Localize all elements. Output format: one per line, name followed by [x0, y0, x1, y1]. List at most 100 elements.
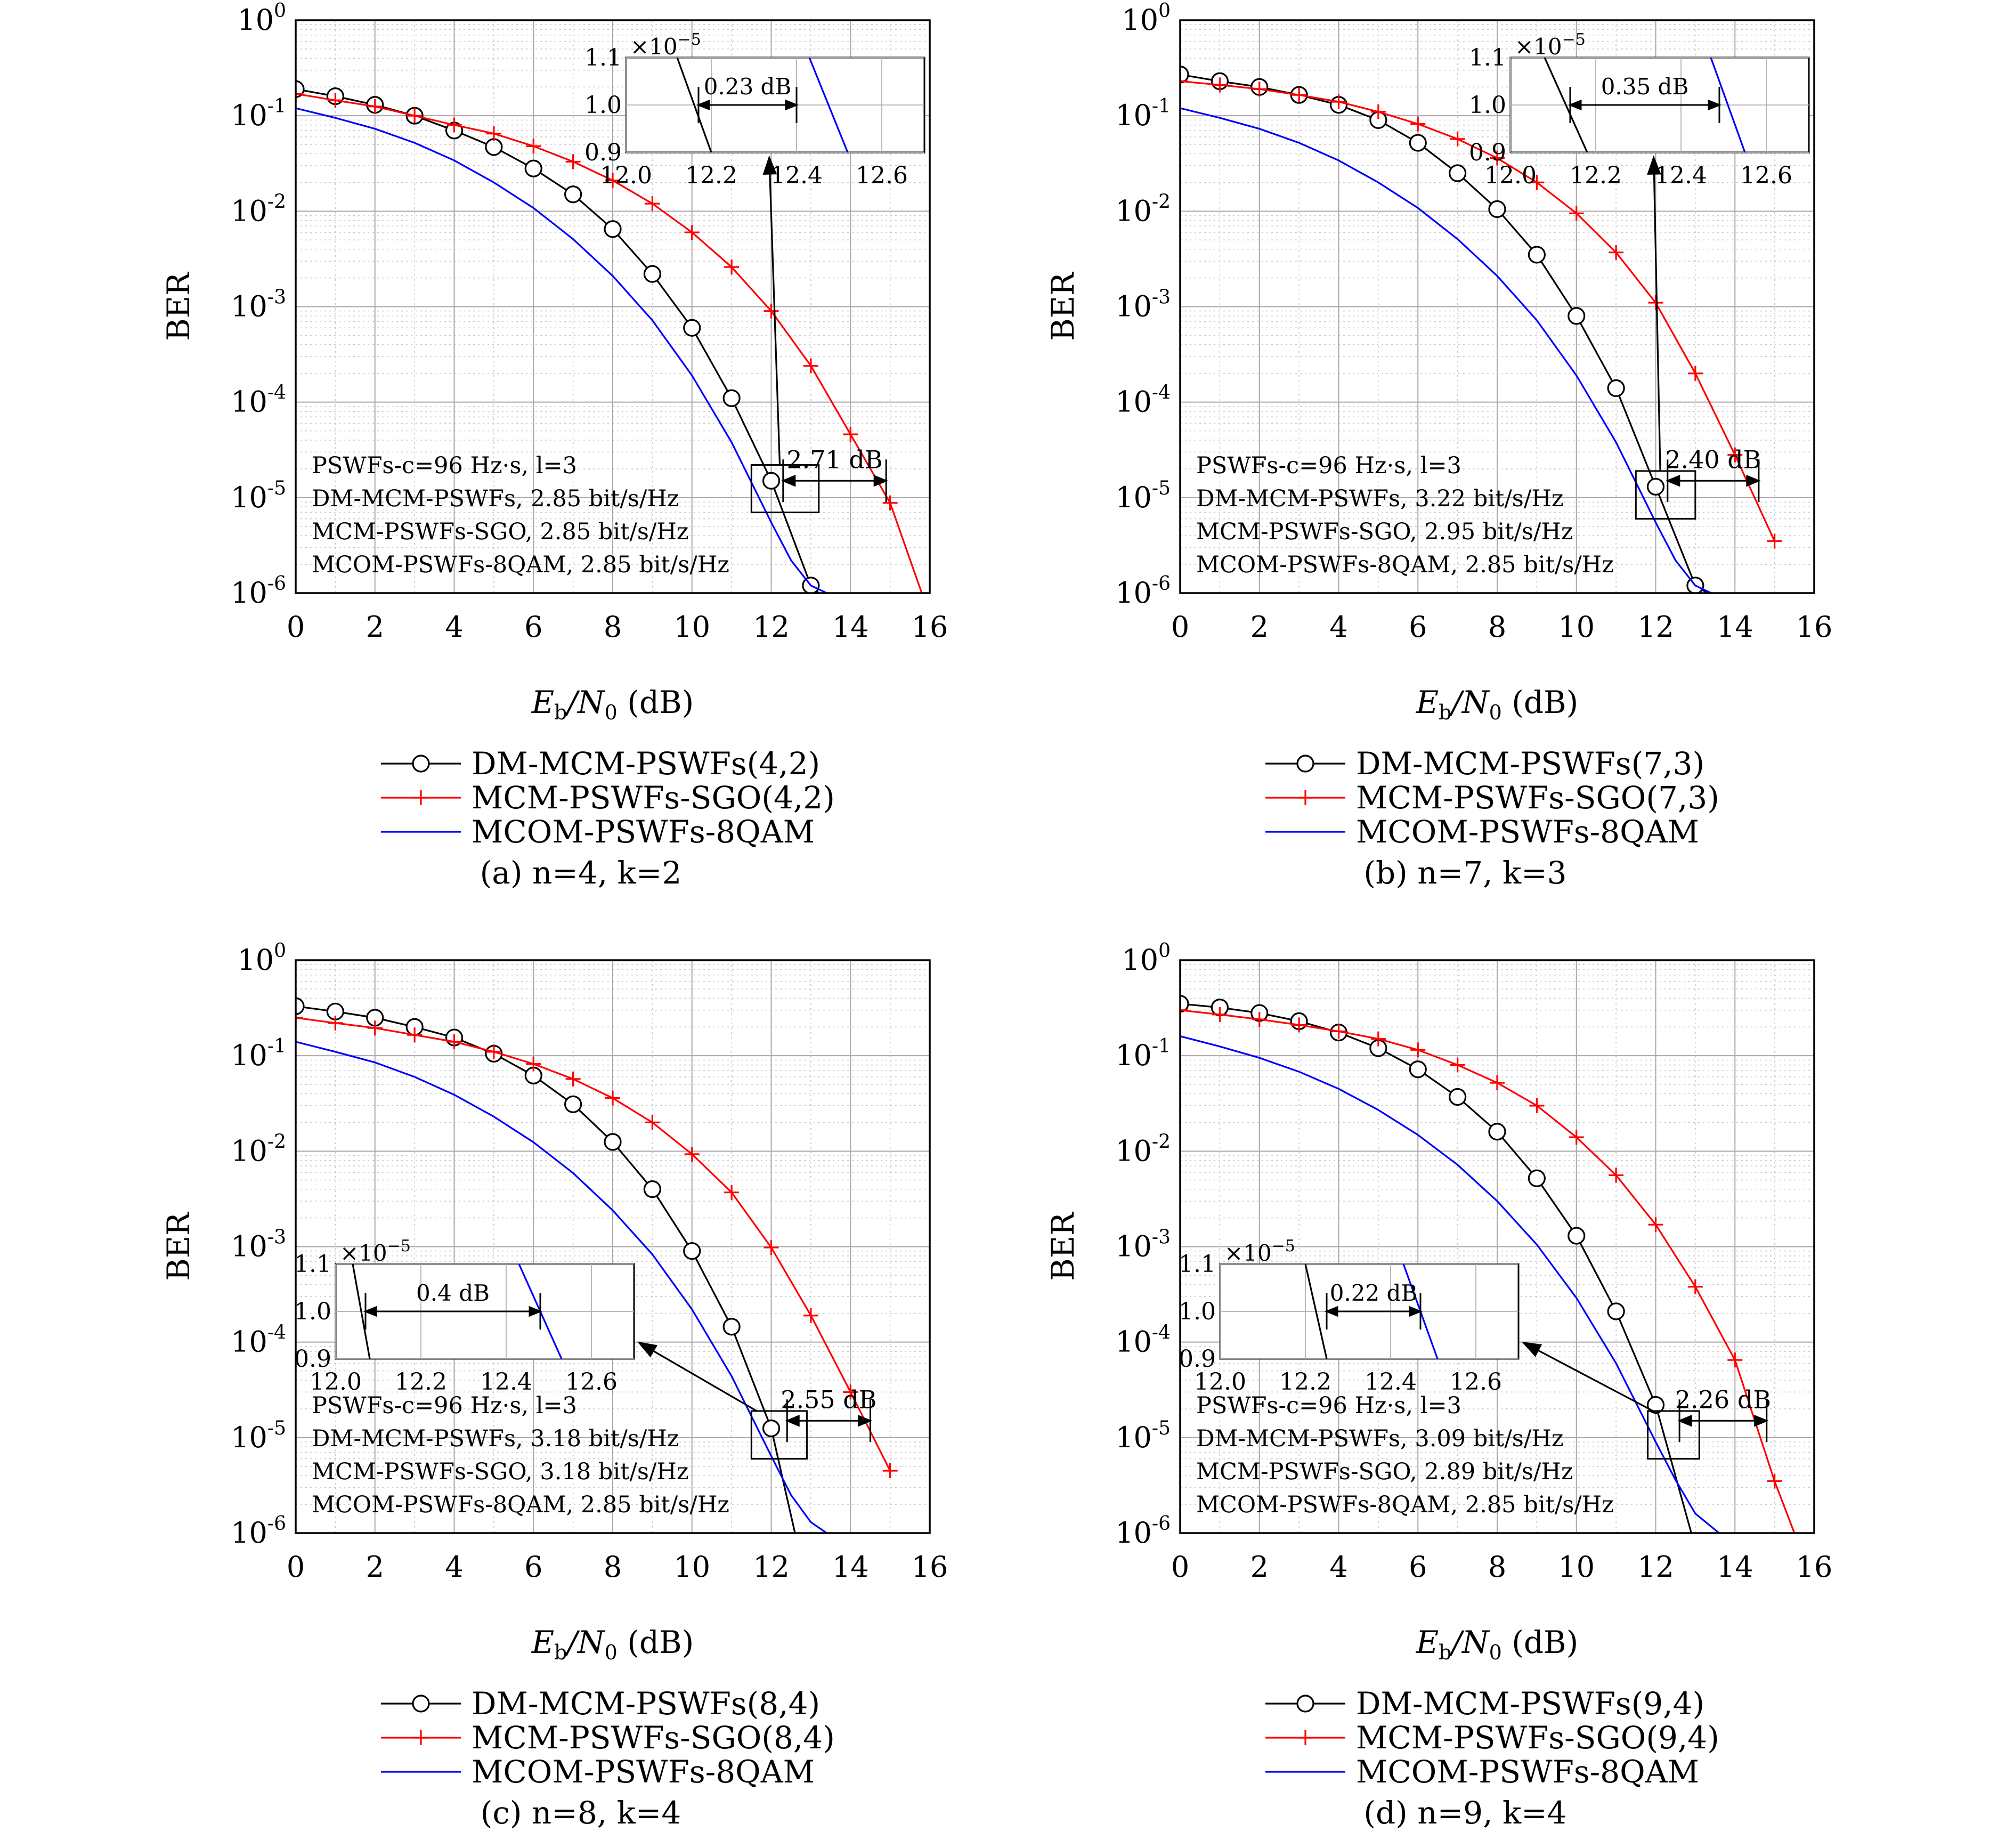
y-tick-base: 10 [1115, 1421, 1152, 1454]
plot-area [1180, 66, 1782, 593]
plot-frame [1179, 959, 1815, 1534]
data-point [724, 260, 740, 275]
y-tick-base: 10 [1115, 1325, 1152, 1359]
inset-exponent-power: −5 [1272, 1237, 1295, 1255]
plot-frame [295, 959, 931, 1534]
y-tick-label: 10-2 [231, 191, 286, 228]
annotation-line: MCM-PSWFs-SGO, 2.89 bit/s/Hz [1196, 1458, 1573, 1485]
annotation-line: MCOM-PSWFs-8QAM, 2.85 bit/s/Hz [1196, 1492, 1614, 1518]
data-point [1528, 1169, 1546, 1187]
y-tick-base: 10 [231, 385, 267, 419]
legend-label: MCM-PSWFs-SGO(4,2) [472, 780, 835, 816]
inset-exponent: ×10−5 [630, 30, 701, 60]
x-label-symbol: E [531, 1624, 554, 1660]
y-tick-label: 10-1 [231, 95, 286, 132]
data-point [1490, 150, 1505, 166]
x-tick-label: 6 [524, 1550, 542, 1584]
y-tick-base: 10 [1115, 194, 1152, 228]
data-point [1450, 1057, 1465, 1073]
y-tick-exponent: -6 [1152, 1513, 1171, 1535]
legend-marker [1296, 1695, 1314, 1713]
pointer-arrow-head [1647, 155, 1661, 175]
y-tick-label: 10-4 [231, 382, 286, 419]
x-tick-label: 0 [287, 610, 305, 644]
y-tick-base: 10 [231, 1039, 267, 1072]
inset-x-tick-label: 12.2 [1570, 162, 1622, 189]
x-tick-label: 6 [1409, 1550, 1427, 1584]
y-tick-base: 10 [231, 1230, 267, 1263]
inset-exponent: ×10−5 [1515, 30, 1586, 60]
data-point [1767, 533, 1782, 549]
gap-arrow [781, 459, 889, 502]
x-label-symbol: E [1416, 1624, 1439, 1660]
inset-y-tick-label: 1.1 [294, 1251, 331, 1278]
y-tick-label: 10-6 [231, 573, 286, 610]
data-point [684, 1146, 700, 1162]
x-tick-label: 8 [604, 1550, 622, 1584]
data-point [1607, 1302, 1625, 1320]
x-tick-label: 4 [445, 1550, 463, 1584]
x-tick-label: 12 [1637, 1550, 1674, 1584]
pointer-arrow [1521, 1341, 1654, 1412]
y-tick-label: 100 [237, 0, 286, 37]
inset-x-tick-label: 12.0 [310, 1368, 362, 1396]
data-point [526, 139, 541, 154]
data-point [1292, 87, 1307, 103]
x-label-symbol: /N [564, 684, 606, 720]
inset-y-tick-label: 0.9 [1179, 1346, 1216, 1373]
legend-item: MCOM-PSWFs-8QAM [381, 1754, 815, 1790]
y-tick-base: 10 [1115, 99, 1152, 132]
x-tick-label: 0 [1171, 1550, 1189, 1584]
y-axis-label: BER [1045, 271, 1081, 341]
inset-y-tick-label: 0.9 [294, 1346, 331, 1373]
data-point [1449, 164, 1467, 182]
annotation-line: PSWFs-c=96 Hz·s, l=3 [1196, 452, 1461, 479]
y-tick-exponent: 0 [274, 0, 286, 22]
x-tick-label: 12 [753, 1550, 790, 1584]
plot-area [296, 80, 923, 593]
x-label-symbol: /N [564, 1624, 606, 1660]
pointer-arrow [637, 1341, 758, 1412]
data-point [764, 1240, 779, 1255]
gap-arrow-head [1677, 1415, 1692, 1427]
x-label-subscript: b [554, 1641, 567, 1664]
major-grid [296, 20, 930, 593]
legend-label: MCM-PSWFs-SGO(8,4) [472, 1720, 835, 1756]
gap-arrow-head [1754, 1415, 1769, 1427]
data-point [1449, 1088, 1467, 1106]
y-tick-base: 10 [231, 576, 267, 610]
y-tick-exponent: 0 [1158, 0, 1171, 22]
data-point [1410, 1042, 1426, 1058]
y-tick-base: 10 [1115, 1134, 1152, 1168]
data-point [1490, 1075, 1505, 1091]
inset-x-tick-label: 12.6 [565, 1368, 618, 1396]
inset-y-tick-label: 1.1 [584, 44, 622, 71]
y-tick-exponent: -4 [267, 1322, 286, 1344]
y-tick-exponent: -6 [267, 1513, 286, 1535]
inset-x-tick-label: 12.6 [1450, 1368, 1502, 1396]
x-tick-label: 14 [832, 1550, 869, 1584]
data-point [564, 185, 582, 204]
legend-label: MCOM-PSWFs-8QAM [1356, 1754, 1699, 1790]
y-tick-label: 10-2 [231, 1131, 286, 1168]
y-tick-base: 10 [237, 943, 274, 977]
data-point [1727, 1352, 1743, 1368]
inset-x-tick-label: 12.2 [395, 1368, 447, 1396]
data-point [683, 319, 701, 337]
y-axis-label: BER [1045, 1211, 1081, 1281]
y-tick-label: 10-1 [1115, 1035, 1171, 1072]
y-tick-label: 10-1 [231, 1035, 286, 1072]
inset-x-tick-label: 12.4 [1655, 162, 1707, 189]
data-point [684, 225, 700, 240]
inset-y-tick-label: 1.0 [1469, 92, 1506, 119]
series-1 [296, 1010, 898, 1478]
series-line [296, 1017, 891, 1471]
series-2 [1180, 1035, 1720, 1533]
zoom-box [1647, 1410, 1700, 1460]
data-point [1410, 116, 1426, 132]
annotation-line: MCOM-PSWFs-8QAM, 2.85 bit/s/Hz [312, 1492, 729, 1518]
data-point [1370, 1031, 1386, 1047]
legend-marker [412, 1695, 430, 1713]
data-point [1488, 200, 1506, 218]
data-point [1252, 1012, 1267, 1027]
